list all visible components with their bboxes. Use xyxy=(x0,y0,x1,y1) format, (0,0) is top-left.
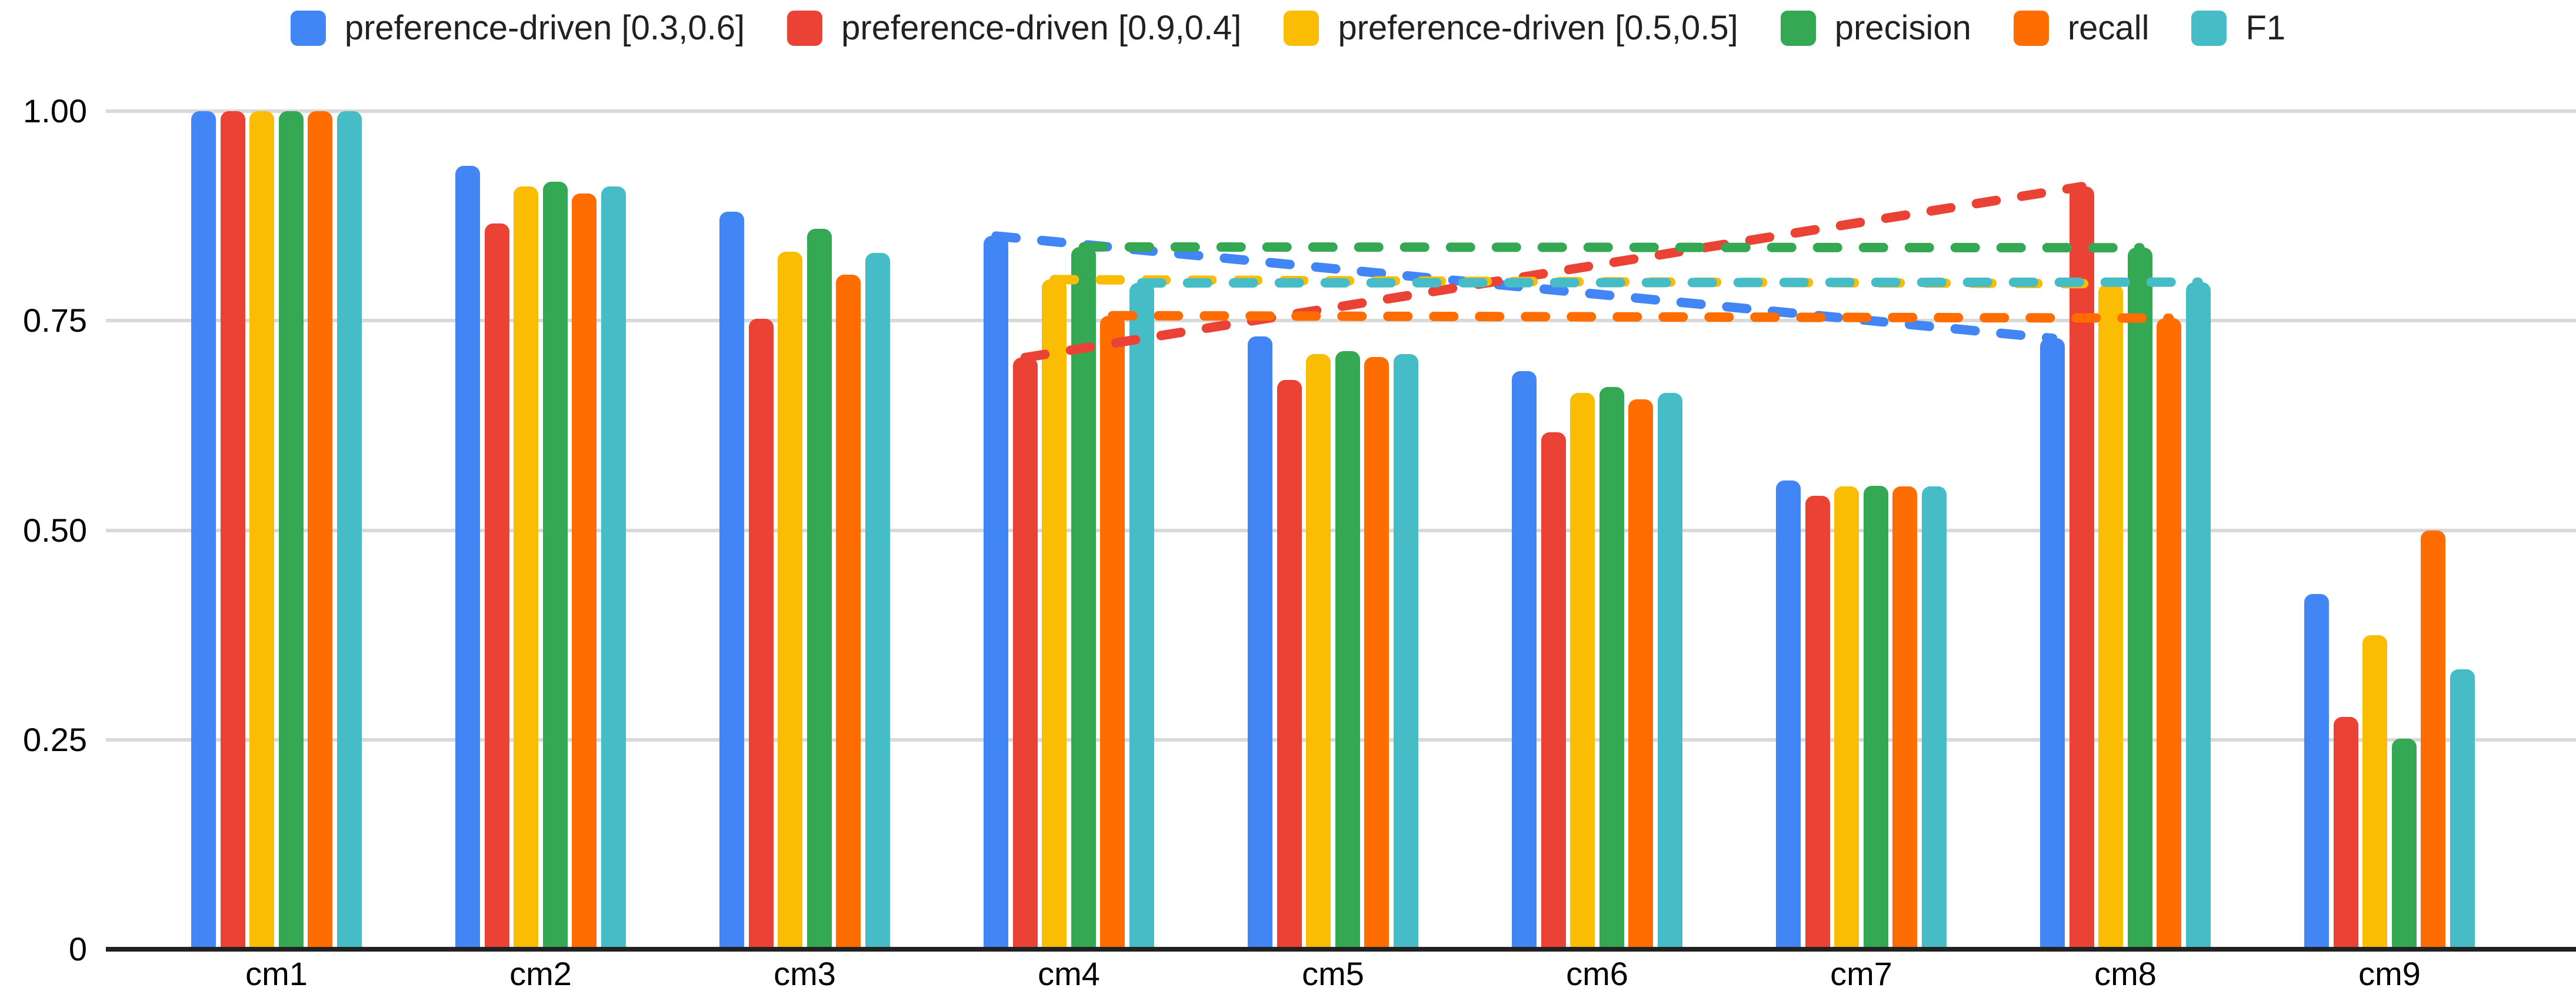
bar-cm9-precision[interactable] xyxy=(2391,739,2417,949)
bar-cm5-pref-driven-09-04[interactable] xyxy=(1277,380,1302,949)
bar-cm6-pref-driven-03-06[interactable] xyxy=(1512,371,1537,949)
gridline-1.00 xyxy=(106,109,2576,113)
bar-cm8-precision[interactable] xyxy=(2127,248,2152,949)
legend-item-recall[interactable]: recall xyxy=(2013,9,2150,47)
bar-cm9-recall[interactable] xyxy=(2421,530,2446,949)
bar-cm9-f1[interactable] xyxy=(2450,669,2475,949)
y-tick-label-0.75: 0.75 xyxy=(23,302,87,339)
legend-label-pref-driven-03-06: preference-driven [0.3,0.6] xyxy=(344,9,745,47)
bar-cm2-pref-driven-05-05[interactable] xyxy=(514,186,539,949)
y-tick-label-0.25: 0.25 xyxy=(23,720,87,758)
legend-swatch-f1 xyxy=(2191,11,2227,46)
legend-item-precision[interactable]: precision xyxy=(1780,9,1971,47)
x-tick-label-cm6: cm6 xyxy=(1566,955,1628,992)
legend-item-pref-driven-03-06[interactable]: preference-driven [0.3,0.6] xyxy=(290,9,745,47)
bar-cm7-pref-driven-09-04[interactable] xyxy=(1805,496,1830,949)
legend-swatch-recall xyxy=(2013,11,2049,46)
bar-cm2-pref-driven-09-04[interactable] xyxy=(484,223,509,949)
bar-cm6-pref-driven-09-04[interactable] xyxy=(1541,432,1566,949)
bar-cm5-pref-driven-03-06[interactable] xyxy=(1248,336,1273,949)
bar-cm3-precision[interactable] xyxy=(807,228,832,949)
x-tick-label-cm3: cm3 xyxy=(774,955,836,992)
legend-label-f1: F1 xyxy=(2245,9,2286,47)
legend-swatch-pref-driven-03-06 xyxy=(290,11,326,46)
connector-recall xyxy=(1108,311,2174,323)
legend-label-pref-driven-09-04: preference-driven [0.9,0.4] xyxy=(841,9,1242,47)
connector-pref-driven-03-06 xyxy=(991,231,2058,343)
bar-cm1-f1[interactable] xyxy=(336,111,362,949)
bar-cm5-recall[interactable] xyxy=(1364,356,1389,949)
bar-cm3-pref-driven-03-06[interactable] xyxy=(719,212,745,949)
legend-swatch-pref-driven-09-04 xyxy=(787,11,823,46)
x-tick-label-cm7: cm7 xyxy=(1830,955,1892,992)
bar-cm5-pref-driven-05-05[interactable] xyxy=(1306,354,1331,949)
bar-cm1-pref-driven-03-06[interactable] xyxy=(191,111,216,949)
connector-f1 xyxy=(1137,277,2203,288)
bar-cm8-recall[interactable] xyxy=(2157,318,2182,949)
x-tick-label-cm1: cm1 xyxy=(245,955,308,992)
connector-precision xyxy=(1078,242,2145,253)
legend-swatch-pref-driven-05-05 xyxy=(1284,11,1319,46)
x-tick-label-cm8: cm8 xyxy=(2094,955,2157,992)
x-axis-baseline xyxy=(106,947,2576,952)
legend-item-pref-driven-09-04[interactable]: preference-driven [0.9,0.4] xyxy=(787,11,1241,46)
y-tick-label-0.50: 0.50 xyxy=(23,511,87,549)
bar-cm1-pref-driven-09-04[interactable] xyxy=(220,111,245,949)
bar-cm7-pref-driven-05-05[interactable] xyxy=(1834,486,1859,949)
bar-cm5-f1[interactable] xyxy=(1393,354,1418,949)
bar-cm9-pref-driven-03-06[interactable] xyxy=(2304,593,2330,949)
bar-cm9-pref-driven-09-04[interactable] xyxy=(2333,717,2358,949)
bar-cm4-recall[interactable] xyxy=(1100,315,1125,949)
bar-cm3-pref-driven-09-04[interactable] xyxy=(748,319,774,949)
bar-cm7-pref-driven-03-06[interactable] xyxy=(1776,481,1801,949)
bar-cm8-pref-driven-09-04[interactable] xyxy=(2069,186,2094,949)
bar-cm7-recall[interactable] xyxy=(1892,486,1918,949)
bar-cm7-precision[interactable] xyxy=(1863,485,1888,949)
x-tick-label-cm5: cm5 xyxy=(1302,955,1364,992)
bar-cm1-precision[interactable] xyxy=(278,111,304,949)
bar-cm6-f1[interactable] xyxy=(1657,392,1682,949)
legend-item-f1[interactable]: F1 xyxy=(2191,11,2285,46)
bar-cm8-pref-driven-03-06[interactable] xyxy=(2040,338,2065,949)
legend-item-pref-driven-05-05[interactable]: preference-driven [0.5,0.5] xyxy=(1284,11,1738,46)
bar-cm6-pref-driven-05-05[interactable] xyxy=(1570,392,1595,949)
x-tick-label-cm9: cm9 xyxy=(2358,955,2421,992)
legend-swatch-precision xyxy=(1780,11,1816,46)
chart-legend: preference-driven [0.3,0.6] preference-dr… xyxy=(0,11,2576,46)
x-tick-label-cm2: cm2 xyxy=(509,955,572,992)
bar-cm1-recall[interactable] xyxy=(308,111,333,949)
x-tick-label-cm4: cm4 xyxy=(1038,955,1100,992)
y-tick-label-0: 0 xyxy=(68,930,87,967)
bar-cm3-recall[interactable] xyxy=(836,274,861,949)
bar-cm4-precision[interactable] xyxy=(1071,246,1096,949)
legend-label-recall: recall xyxy=(2067,9,2150,47)
connector-pref-driven-09-04 xyxy=(1020,182,2087,362)
bar-cm5-precision[interactable] xyxy=(1335,351,1360,949)
bar-cm8-f1[interactable] xyxy=(2185,282,2211,949)
bar-cm8-pref-driven-05-05[interactable] xyxy=(2098,283,2124,949)
connector-pref-driven-05-05 xyxy=(1049,275,2116,289)
bar-cm2-pref-driven-03-06[interactable] xyxy=(455,165,481,949)
bar-cm4-pref-driven-09-04[interactable] xyxy=(1012,357,1038,949)
bar-cm2-f1[interactable] xyxy=(601,186,626,949)
y-tick-label-1.00: 1.00 xyxy=(23,92,87,129)
bar-cm2-recall[interactable] xyxy=(572,193,597,949)
legend-label-pref-driven-05-05: preference-driven [0.5,0.5] xyxy=(1338,9,1738,47)
bar-cm6-recall[interactable] xyxy=(1628,399,1654,949)
bar-cm9-pref-driven-05-05[interactable] xyxy=(2362,635,2388,949)
legend-label-precision: precision xyxy=(1834,9,1971,47)
bar-cm4-pref-driven-03-06[interactable] xyxy=(984,236,1009,949)
bar-cm4-f1[interactable] xyxy=(1129,283,1154,949)
bar-cm4-pref-driven-05-05[interactable] xyxy=(1042,279,1067,949)
bar-cm3-f1[interactable] xyxy=(865,252,890,949)
bar-cm2-precision[interactable] xyxy=(542,181,568,949)
bar-cm1-pref-driven-05-05[interactable] xyxy=(249,111,275,949)
bar-cm7-f1[interactable] xyxy=(1921,486,1947,949)
bar-cm3-pref-driven-05-05[interactable] xyxy=(778,252,803,949)
bar-cm6-precision[interactable] xyxy=(1599,386,1624,949)
